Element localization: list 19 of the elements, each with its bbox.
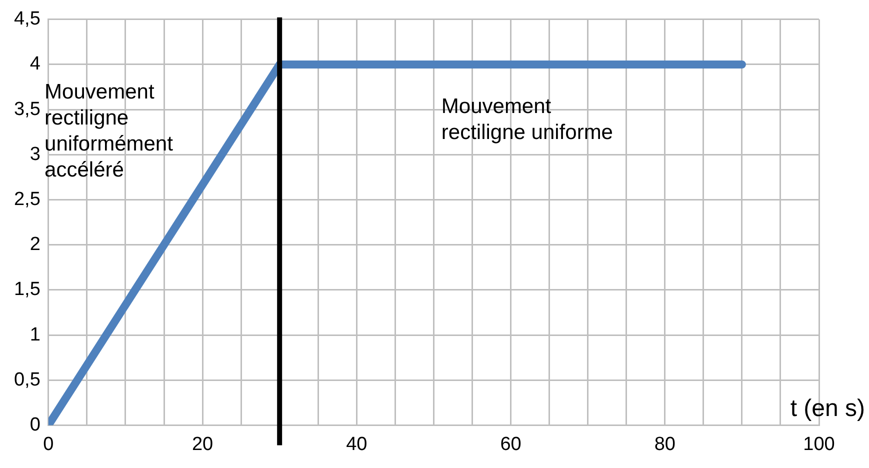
annotation: Mouvement rectiligne uniforme (441, 94, 614, 144)
x-axis-title: t (en s) (790, 394, 865, 422)
x-tick-label: 0 (43, 434, 54, 455)
y-tick-label: 2 (30, 234, 40, 256)
y-tick-label: 2,5 (14, 188, 40, 210)
x-tick-label: 80 (654, 434, 676, 455)
x-tick-label: 20 (192, 434, 214, 455)
y-tick-label: 1 (30, 324, 40, 346)
y-tick-label: 0,5 (14, 369, 40, 390)
y-tick-label: 1,5 (14, 279, 40, 300)
annotation: Mouvement rectiligne uniformément accéléré (44, 80, 174, 182)
y-tick-label: 4,5 (14, 8, 40, 30)
y-tick-label: 4 (30, 54, 41, 75)
y-tick-label: 3,5 (14, 98, 40, 120)
x-tick-label: 60 (500, 434, 522, 455)
x-tick-label: 40 (346, 434, 368, 455)
x-tick-label: 100 (803, 434, 835, 455)
y-tick-label: 3 (30, 144, 40, 165)
y-tick-label: 0 (30, 414, 40, 436)
